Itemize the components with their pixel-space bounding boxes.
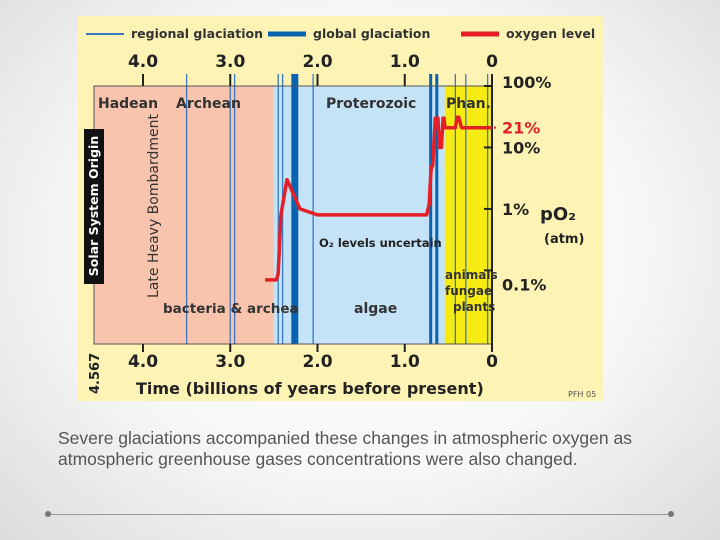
- x-tick-label-top: 4.0: [128, 52, 158, 72]
- slide-right-dot: [668, 511, 674, 517]
- x-tick-label-top: 2.0: [302, 52, 332, 72]
- legend-label-regional-glaciation: regional glaciation: [131, 26, 263, 41]
- legend-label-oxygen-level: oxygen level: [506, 26, 595, 41]
- algae-label: algae: [354, 301, 397, 317]
- plants-label: plants: [453, 300, 495, 314]
- x-tick-label-bottom: 0: [486, 352, 498, 372]
- late-heavy-bombardment-label: Late Heavy Bombardment: [146, 114, 162, 298]
- credit-label: PFH 05: [568, 390, 596, 399]
- x-tick-label-bottom: 3.0: [215, 352, 245, 372]
- x-tick-label-top: 0: [486, 52, 498, 72]
- y-highlight-label-21: 21%: [502, 119, 540, 138]
- chart-figure: regional glaciation global glaciation oxyg…: [78, 16, 603, 401]
- oxygen-glaciation-chart: regional glaciation global glaciation oxyg…: [78, 16, 603, 399]
- eon-label: Proterozoic: [326, 96, 416, 112]
- x-axis-title: Time (billions of years before present): [136, 379, 484, 398]
- global-glaciation-band: [291, 74, 299, 344]
- x-tick-label-bottom: 2.0: [302, 352, 332, 372]
- x-start-label: 4.567: [88, 353, 103, 394]
- animals-label: animals: [445, 268, 498, 282]
- global-glaciation-band: [435, 74, 439, 344]
- slide-left-dot: [45, 511, 51, 517]
- x-tick-label-bottom: 4.0: [128, 352, 158, 372]
- fungae-label: fungae: [445, 284, 492, 298]
- y-axis-title: pO₂: [540, 204, 576, 225]
- solar-system-origin-box: [84, 129, 104, 284]
- x-tick-label-bottom: 1.0: [390, 352, 420, 372]
- o2-uncertain-label: O₂ levels uncertain: [319, 236, 442, 250]
- caption-text: Severe glaciations accompanied these cha…: [58, 428, 632, 469]
- eon-band-archean: [143, 86, 274, 344]
- eon-label: Hadean: [98, 96, 158, 112]
- y-axis-unit: (atm): [544, 232, 584, 247]
- x-tick-label-top: 3.0: [215, 52, 245, 72]
- oxygen-level-line: [265, 115, 492, 282]
- global-glaciation-band: [429, 74, 433, 344]
- eon-label: Phan.: [446, 96, 491, 112]
- legend-label-global-glaciation: global glaciation: [313, 26, 430, 41]
- y-tick-label: 0.1%: [502, 275, 546, 294]
- y-tick-label: 10%: [502, 138, 540, 157]
- eon-label: Archean: [176, 96, 241, 112]
- legend-strip: [78, 16, 603, 44]
- slide-bottom-rule: [50, 514, 670, 515]
- bacteria-archea-label: bacteria & archea: [163, 301, 299, 317]
- solar-system-origin-label: Solar System Origin: [86, 136, 101, 276]
- x-tick-label-top: 1.0: [390, 52, 420, 72]
- y-tick-label: 1%: [502, 200, 529, 219]
- y-tick-label: 100%: [502, 73, 551, 92]
